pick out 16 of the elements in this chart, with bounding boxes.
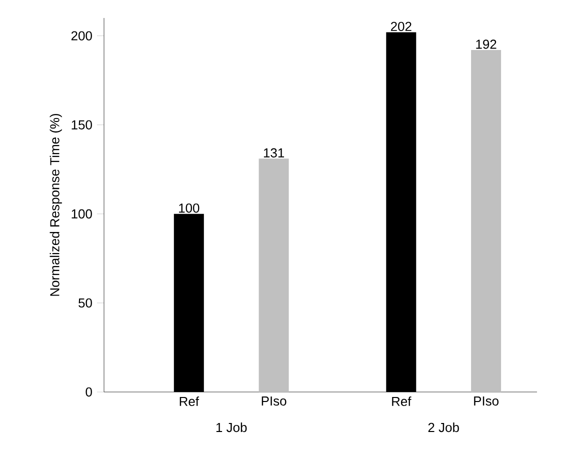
y-tick-label: 50 [78,298,92,308]
data-label: 192 [476,40,496,49]
data-label: 202 [390,22,412,32]
text: 1 Job [216,422,247,432]
x-tick-label: PIso [474,396,499,406]
y-axis-title: Normalized Response Time (%) [50,114,62,296]
y-tick-label: 0 [86,387,92,397]
y-tick-label: 150 [72,120,92,130]
y-tick-label: 100 [72,209,92,218]
y-tick-label: 200 [71,31,92,40]
data-label: 100 [179,203,200,213]
x-tick-label: Ref [392,396,412,406]
x-tick-label: PIso [262,396,286,406]
data-label: 131 [264,148,284,158]
text: 2 Job [428,422,459,432]
x-tick-label: Ref [180,396,200,406]
